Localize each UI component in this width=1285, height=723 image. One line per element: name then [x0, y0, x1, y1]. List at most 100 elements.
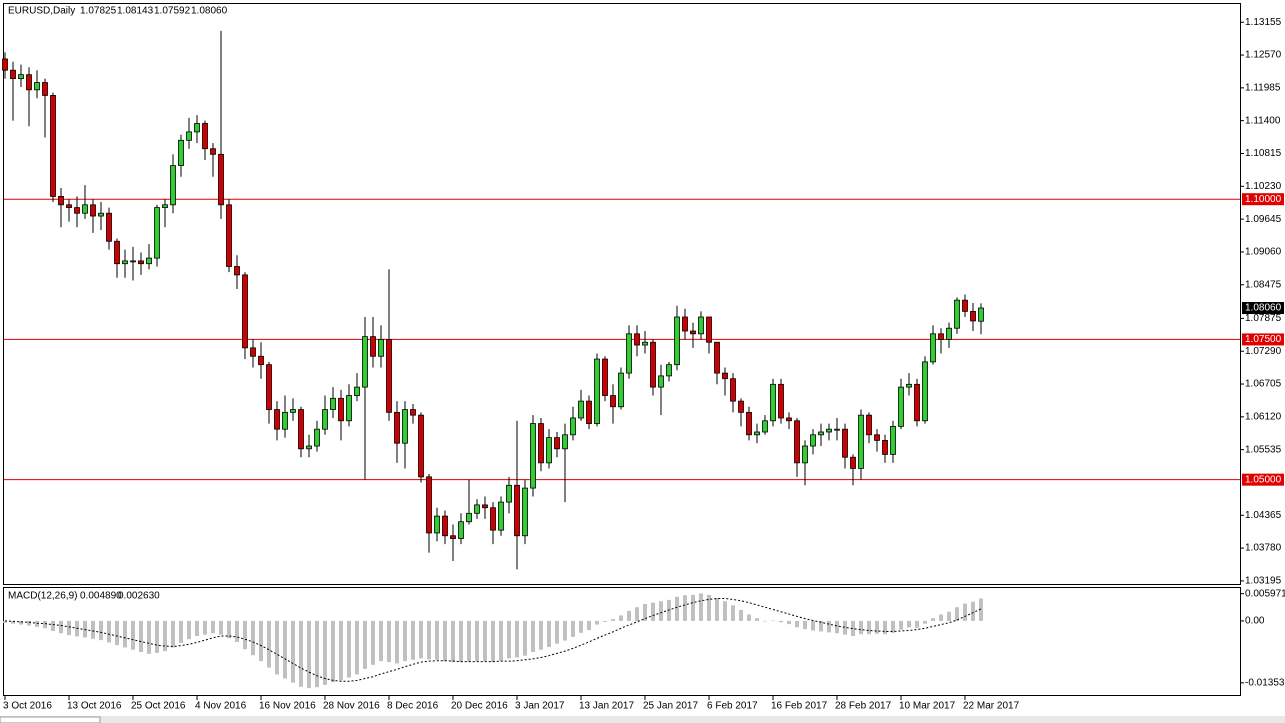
y-tick-label: -0.013539	[1245, 677, 1285, 688]
candle-body	[538, 423, 544, 464]
macd-bar	[219, 620, 223, 635]
candle-body	[906, 383, 912, 388]
candle-body	[618, 372, 624, 408]
candle-body	[818, 431, 824, 436]
candle-body	[202, 123, 208, 150]
candle-body	[842, 428, 848, 458]
macd-bar	[227, 620, 231, 639]
y-tick-label: 0.00	[1245, 616, 1265, 627]
y-tick-label: 0.005971	[1245, 588, 1285, 599]
macd-bar	[515, 620, 519, 658]
candle-body	[682, 316, 688, 332]
candle-body	[298, 409, 304, 450]
tab[interactable]	[0, 716, 101, 723]
candle-body	[98, 212, 104, 217]
macd-bar	[419, 620, 423, 659]
candle-body	[778, 383, 784, 419]
candle-body	[186, 131, 192, 141]
macd-bar	[251, 620, 255, 656]
x-tick-label: 13 Oct 2016	[67, 701, 122, 712]
macd-bar	[499, 620, 503, 661]
signal-readout: 0.002630	[118, 591, 160, 602]
price-marker-box	[1242, 302, 1284, 315]
macd-bar	[315, 620, 319, 688]
macd-bar	[731, 605, 735, 621]
macd-bar	[451, 620, 455, 663]
candle-body	[770, 383, 776, 422]
macd-bar	[795, 620, 799, 628]
macd-bar	[27, 620, 31, 626]
candle-body	[466, 512, 472, 523]
macd-bar	[755, 618, 759, 621]
y-tick-label: 1.13155	[1245, 17, 1282, 28]
candle-body	[794, 420, 800, 464]
candle-body	[858, 414, 864, 469]
candle-body	[378, 339, 384, 357]
candle-body	[354, 386, 360, 396]
macd-bar	[323, 620, 327, 685]
candle-body	[522, 487, 528, 537]
candle-body	[714, 341, 720, 374]
candle-body	[2, 58, 8, 71]
macd-bar	[579, 620, 583, 633]
candle-body	[898, 386, 904, 427]
macd-bar	[627, 610, 631, 621]
macd-bar	[3, 620, 7, 623]
macd-bar	[19, 620, 23, 625]
macd-bar	[459, 620, 463, 663]
candle-body	[890, 425, 896, 455]
macd-bar	[387, 620, 391, 663]
candle-body	[362, 336, 368, 388]
candle-body	[978, 307, 984, 322]
macd-bar	[763, 620, 767, 622]
candle-body	[914, 383, 920, 422]
tab-strip	[0, 716, 1285, 723]
macd-bar	[379, 620, 383, 662]
macd-bar	[811, 620, 815, 631]
macd-bar	[771, 620, 775, 621]
candle-body	[10, 69, 16, 80]
candle-body	[586, 400, 592, 424]
candle-body	[250, 347, 256, 357]
candle-body	[314, 428, 320, 447]
candle-body	[578, 400, 584, 419]
macd-bar	[883, 620, 887, 635]
y-tick-label: 1.09060	[1245, 247, 1282, 258]
macd-bar	[91, 620, 95, 639]
candle-body	[50, 95, 56, 197]
candle-body	[66, 204, 72, 209]
macd-readout: 0.004890	[80, 591, 122, 602]
macd-bar	[979, 598, 983, 621]
macd-bar	[11, 620, 15, 624]
candle-body	[290, 409, 296, 413]
macd-bar	[779, 620, 783, 623]
macd-bar	[203, 620, 207, 635]
macd-bar	[907, 620, 911, 628]
macd-bar	[643, 604, 647, 621]
candle-body	[954, 299, 960, 329]
y-tick-label: 1.06120	[1245, 411, 1282, 422]
macd-bar	[739, 609, 743, 621]
macd-title: MACD(12,26,9)	[8, 591, 77, 602]
candle-body	[82, 204, 88, 214]
macd-bar	[699, 593, 703, 621]
macd-bar	[683, 595, 687, 621]
candle-body	[402, 409, 408, 444]
y-tick-label: 1.05535	[1245, 444, 1282, 455]
price-marker-label: 1.08060	[1245, 303, 1282, 314]
candle-body	[338, 397, 344, 422]
x-tick-label: 4 Nov 2016	[195, 701, 247, 712]
candle-body	[962, 299, 968, 312]
candle-body	[938, 333, 944, 340]
candle-body	[178, 139, 184, 166]
x-tick-label: 3 Jan 2017	[515, 701, 565, 712]
x-tick-label: 28 Feb 2017	[835, 701, 892, 712]
macd-bar	[787, 620, 791, 625]
level-label-box	[1242, 333, 1284, 346]
macd-bar	[939, 614, 943, 621]
macd-bar	[51, 620, 55, 631]
candle-body	[946, 327, 952, 340]
macd-bar	[131, 620, 135, 650]
candle-body	[418, 414, 424, 478]
macd-bar	[395, 620, 399, 664]
